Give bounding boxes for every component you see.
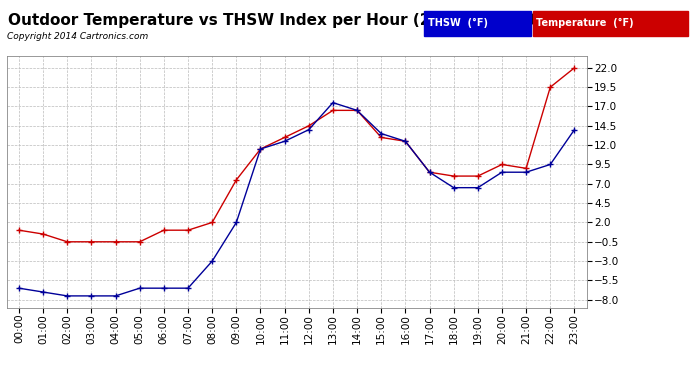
Text: Temperature  (°F): Temperature (°F)	[536, 18, 633, 28]
Text: Copyright 2014 Cartronics.com: Copyright 2014 Cartronics.com	[7, 32, 148, 41]
Text: Outdoor Temperature vs THSW Index per Hour (24 Hours)  20140129: Outdoor Temperature vs THSW Index per Ho…	[8, 13, 599, 28]
Text: THSW  (°F): THSW (°F)	[428, 18, 488, 28]
